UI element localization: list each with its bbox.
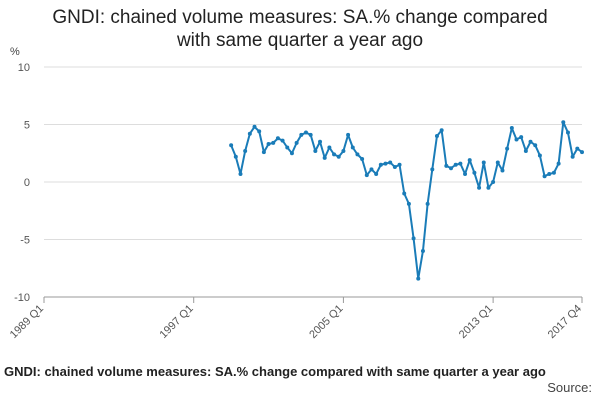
- data-point: [449, 166, 454, 171]
- data-point: [313, 148, 318, 153]
- data-point: [528, 139, 533, 144]
- data-point: [430, 167, 435, 172]
- data-point: [383, 161, 388, 166]
- x-tick-label: 2017 Q4: [546, 303, 584, 341]
- data-point: [388, 160, 393, 165]
- data-point: [537, 153, 542, 158]
- data-point: [509, 125, 514, 130]
- data-point: [477, 185, 482, 190]
- data-point: [467, 158, 472, 163]
- data-point: [523, 148, 528, 153]
- data-point: [275, 136, 280, 141]
- x-tick-label: 1989 Q1: [8, 303, 46, 341]
- gridlines: [44, 66, 582, 298]
- data-point: [481, 160, 486, 165]
- data-point: [327, 145, 332, 150]
- data-point: [378, 162, 383, 167]
- series-group: [229, 120, 584, 281]
- x-axis-ticks: 1989 Q1 1997 Q1 2005 Q1 2013 Q1 2017 Q4: [8, 297, 584, 341]
- data-point: [444, 163, 449, 168]
- y-axis-unit: %: [10, 46, 20, 58]
- data-point: [402, 191, 407, 196]
- data-point: [397, 162, 402, 167]
- data-point: [439, 128, 444, 133]
- y-tick-label: 5: [24, 120, 30, 132]
- data-point: [491, 180, 496, 184]
- data-point: [257, 129, 262, 134]
- data-point: [285, 145, 290, 150]
- data-point: [261, 150, 266, 155]
- data-point: [392, 165, 397, 170]
- data-point: [350, 145, 355, 150]
- data-point: [453, 162, 458, 167]
- data-point: [542, 174, 547, 179]
- data-point: [434, 134, 439, 138]
- chart-title-line-1: GNDI: chained volume measures: SA.% chan…: [52, 7, 548, 28]
- data-point: [533, 143, 538, 148]
- data-point: [360, 157, 365, 161]
- series-line: [230, 121, 583, 280]
- data-point: [318, 139, 323, 144]
- data-point: [252, 124, 257, 129]
- data-point: [575, 146, 580, 151]
- data-point: [519, 135, 524, 140]
- data-point: [238, 171, 243, 176]
- data-point: [551, 170, 556, 175]
- data-point: [332, 152, 337, 157]
- x-tick-label: 1997 Q1: [157, 303, 195, 341]
- data-point: [374, 171, 379, 176]
- data-point: [463, 171, 468, 176]
- data-point: [486, 185, 491, 190]
- y-tick-label: -5: [20, 235, 30, 247]
- data-point: [495, 160, 500, 165]
- data-point: [505, 146, 510, 151]
- data-point: [547, 171, 552, 176]
- data-point: [369, 167, 374, 172]
- data-point: [233, 154, 238, 159]
- data-point: [420, 249, 425, 253]
- chart-title-line-2: with same quarter a year ago: [176, 30, 424, 51]
- data-point: [303, 130, 308, 135]
- data-point: [514, 137, 519, 142]
- data-point: [266, 142, 271, 147]
- footer-source: Source:: [547, 380, 592, 395]
- data-point: [294, 140, 299, 145]
- data-point: [355, 152, 360, 157]
- y-tick-label: 0: [24, 177, 30, 189]
- data-point: [458, 161, 463, 166]
- data-point: [580, 150, 584, 155]
- data-point: [556, 161, 561, 166]
- data-point: [406, 201, 411, 206]
- x-tick-label: 2005 Q1: [307, 303, 345, 341]
- data-point: [500, 168, 505, 173]
- data-point: [570, 154, 575, 159]
- data-point: [299, 132, 304, 137]
- data-point: [280, 138, 285, 143]
- data-point: [416, 276, 421, 281]
- data-point: [346, 132, 351, 137]
- data-point: [425, 201, 430, 206]
- data-point: [364, 173, 369, 178]
- data-point: [271, 140, 276, 145]
- data-point: [336, 154, 341, 159]
- data-point: [565, 130, 570, 135]
- y-tick-label: 10: [18, 62, 30, 74]
- chart-title: GNDI: chained volume measures: SA.% chan…: [0, 6, 600, 52]
- x-tick-label: 2013 Q1: [457, 303, 495, 341]
- y-tick-label: -10: [14, 292, 30, 304]
- data-point: [341, 148, 346, 153]
- data-point: [247, 131, 252, 136]
- line-chart: 10 5 0 -5 -10 1989 Q1 1997 Q1 2005 Q1 2013 Q1 20…: [8, 62, 584, 341]
- y-axis-ticks: 10 5 0 -5 -10: [14, 62, 30, 304]
- data-point: [561, 120, 566, 125]
- data-point: [229, 143, 234, 148]
- data-point: [472, 170, 477, 175]
- data-point: [322, 155, 327, 160]
- data-point: [411, 236, 416, 241]
- data-point: [289, 151, 294, 156]
- data-point: [243, 148, 248, 153]
- footer-title: GNDI: chained volume measures: SA.% chan…: [4, 364, 546, 379]
- data-point: [308, 132, 313, 137]
